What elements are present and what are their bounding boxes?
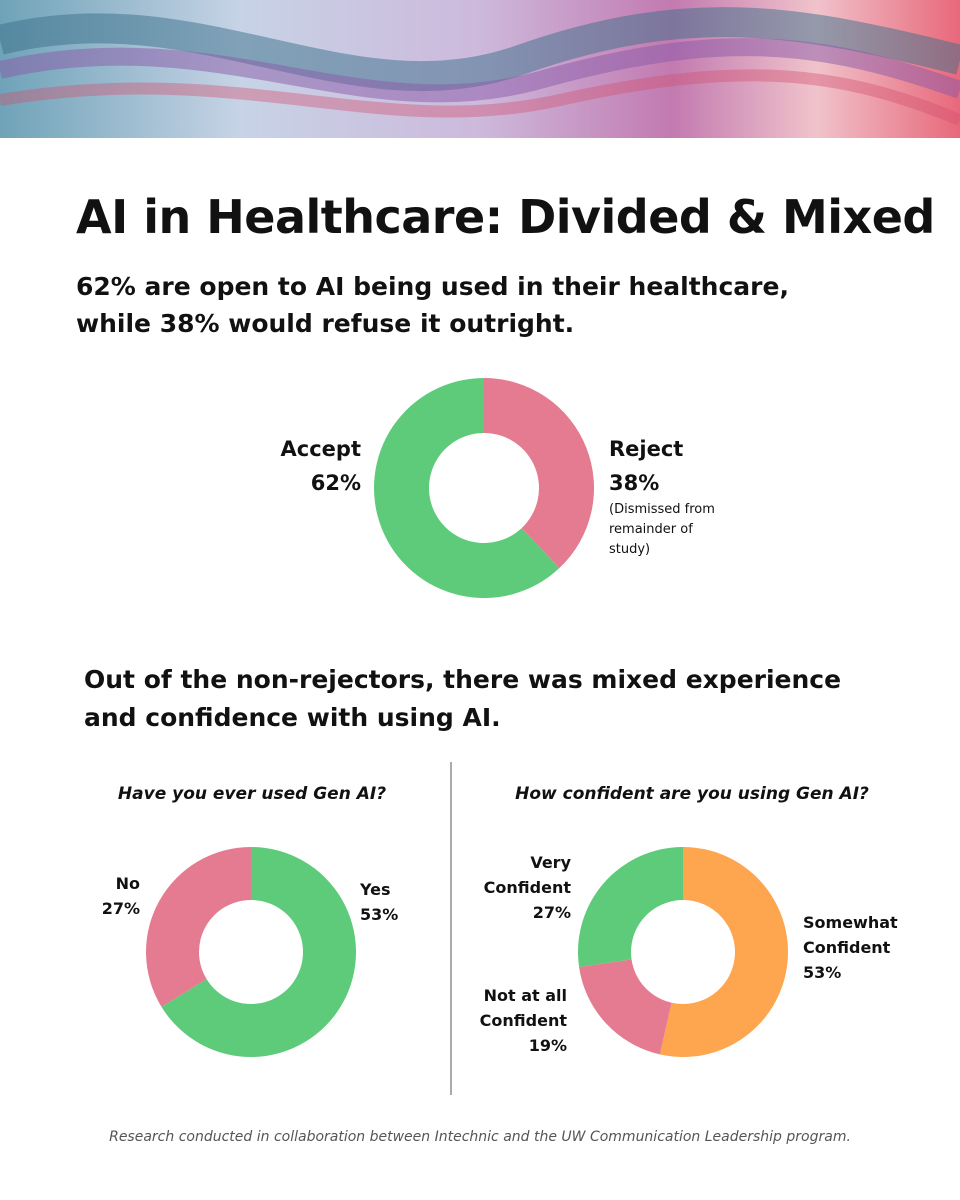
- value-label: 27%: [101, 899, 140, 918]
- value-label: 19%: [528, 1036, 567, 1055]
- category-label: Accept: [280, 437, 361, 461]
- category-label: Somewhat Confident: [803, 913, 898, 957]
- annotation: (Dismissed from remainder of study): [609, 502, 715, 557]
- slice-label: No 27%: [40, 871, 140, 921]
- chart-title: Have you ever used Gen AI?: [117, 784, 387, 804]
- donut-slice: [373, 377, 560, 598]
- value-label: 27%: [532, 903, 571, 922]
- category-label: Not at all Confident: [479, 986, 567, 1030]
- donut-slice: [484, 377, 594, 569]
- category-label: Very Confident: [483, 853, 571, 897]
- banner-waves: [0, 7, 960, 126]
- value-label: 62%: [310, 471, 361, 495]
- slice-label: Reject 38%: [609, 432, 769, 500]
- chart-title: How confident are you using Gen AI?: [515, 784, 869, 804]
- value-label: 53%: [803, 963, 842, 982]
- slice-label: Very Confident 27%: [471, 850, 571, 925]
- value-label: 38%: [609, 471, 660, 495]
- slice-label: Not at all Confident 19%: [467, 983, 567, 1058]
- subtitle: 62% are open to AI being used in their h…: [76, 272, 789, 338]
- category-label: No: [115, 874, 140, 893]
- category-label: Yes: [360, 880, 391, 899]
- section-heading: Out of the non-rejectors, there was mixe…: [84, 665, 842, 732]
- category-label: Reject: [609, 437, 684, 461]
- donut-slice: [161, 847, 356, 1057]
- donut-slice: [659, 847, 788, 1057]
- slice-label: Accept 62%: [201, 432, 361, 500]
- banner: [0, 0, 960, 138]
- donut-slice: [577, 847, 683, 967]
- footer: Research conducted in collaboration betw…: [109, 1129, 851, 1145]
- slice-label: Yes 53%: [360, 877, 460, 927]
- donut-slice: [579, 959, 672, 1055]
- value-label: 53%: [360, 905, 399, 924]
- slice-label: Somewhat Confident 53%: [803, 910, 903, 985]
- donut-slice: [145, 847, 251, 1007]
- title: AI in Healthcare: Divided & Mixed: [76, 190, 935, 244]
